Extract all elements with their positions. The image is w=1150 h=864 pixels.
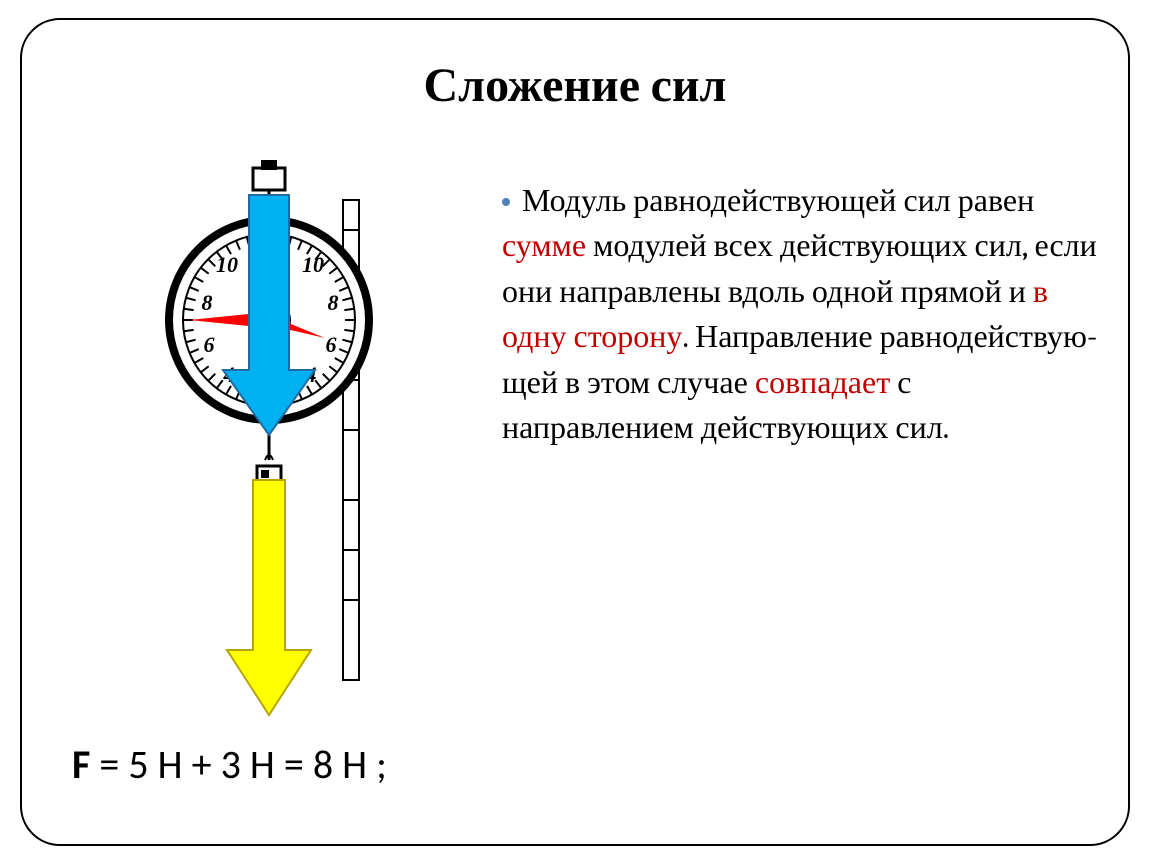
dial-tick-10r: 10 [302, 252, 324, 277]
dial-tick-10l: 10 [216, 252, 238, 277]
dial-tick-6l: 6 [204, 332, 215, 357]
paragraph: Модуль равнодействующей сил равен сумме … [502, 182, 1097, 446]
dial-tick-8r: 8 [328, 290, 339, 315]
highlight-text: сумме [502, 227, 586, 264]
equation: F = 5 Н + 3 Н = 8 Н ; [72, 740, 387, 789]
highlight-text: совпадает [755, 364, 890, 401]
dial-tick-6r: 6 [326, 332, 337, 357]
body-text: Модуль равнодействующей сил равен сумме … [502, 178, 1102, 451]
equation-lhs: F [72, 740, 90, 789]
slide-frame: Сложение сил [20, 18, 1130, 846]
equation-rhs: = 5 Н + 3 Н = 8 Н ; [90, 740, 386, 789]
dial-tick-8l: 8 [202, 290, 213, 315]
body-text-span: Модуль равнодействующей сил равен [522, 182, 1034, 219]
slide-title: Сложение сил [22, 58, 1128, 113]
bullet-icon [502, 198, 510, 206]
yellow-arrow-shape [227, 480, 311, 715]
yellow-arrow [227, 480, 311, 715]
dynamometer-svg: 12 10 8 6 4 2 2 4 6 8 10 [157, 160, 437, 720]
dynamometer-diagram: 12 10 8 6 4 2 2 4 6 8 10 [157, 160, 437, 720]
body-text-span: модулей всех действующих сил, если они н… [502, 227, 1097, 309]
